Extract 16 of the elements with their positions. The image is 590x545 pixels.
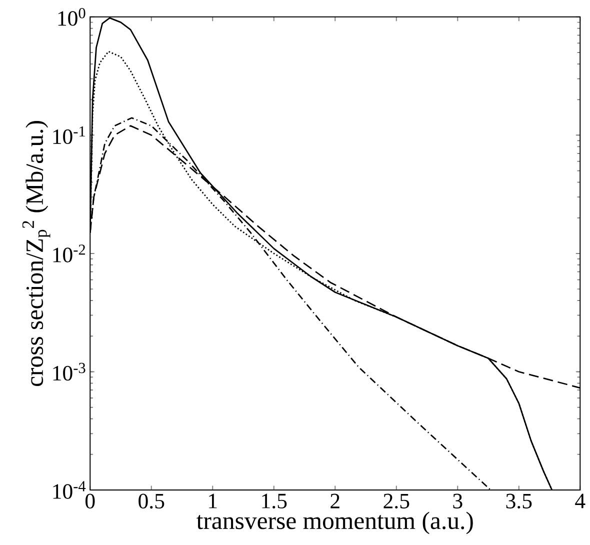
y-tick-label: 10$^{-2}$ — [53, 244, 85, 262]
x-tick-label: 1 — [209, 494, 217, 508]
x-tick-label: 1.5 — [262, 494, 287, 509]
x-tick-label: 3 — [453, 494, 462, 508]
x-tick-label: 2.5 — [384, 494, 410, 509]
x-tick-label: 0 — [86, 494, 95, 509]
x-tick-label: 4 — [575, 494, 586, 508]
y-tick-label: 10$^{-3}$ — [53, 362, 86, 381]
x-tick-label: 0.5 — [138, 494, 164, 509]
y-tick-label: 10$^{0}$ — [58, 8, 86, 26]
x-tick-label: 3.5 — [506, 494, 532, 509]
y-tick-label: 10$^{-1}$ — [53, 126, 85, 144]
x-axis-title: transverse momentum (a.u.) — [196, 512, 473, 534]
y-tick-label: 10$^{-4}$ — [53, 481, 86, 499]
x-tick-label: 2 — [330, 494, 340, 508]
y-axis-title: cross section/Z$_{p}$$^{2}$ (Mb/a.u.) — [22, 121, 50, 386]
